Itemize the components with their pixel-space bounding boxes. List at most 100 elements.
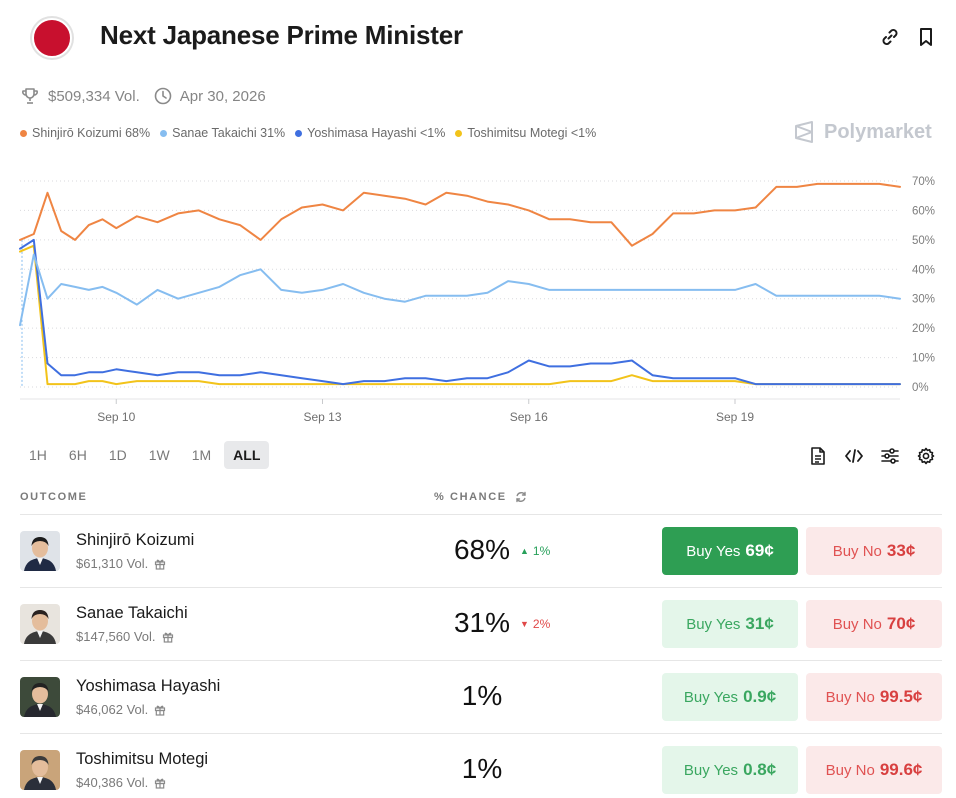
sliders-icon[interactable]	[880, 446, 900, 466]
buy-yes-button[interactable]: Buy Yes 0.9¢	[662, 673, 798, 721]
candidate-volume-text: $147,560 Vol.	[76, 629, 156, 644]
series-line-shinjir-koizumi[interactable]	[19, 182, 901, 247]
bookmark-icon[interactable]	[915, 26, 937, 48]
series-line-sanae-takaichi[interactable]	[19, 253, 901, 327]
candidate-volume-text: $46,062 Vol.	[76, 702, 149, 717]
x-tick-label: Sep 19	[716, 410, 754, 424]
buy-no-label: Buy No	[832, 542, 882, 560]
candidate-avatar	[20, 750, 60, 790]
volume-info: $509,334 Vol.	[20, 86, 140, 106]
y-tick-label: 20%	[912, 323, 935, 335]
x-tick-label: Sep 13	[303, 410, 341, 424]
legend-item[interactable]: Toshimitsu Motegi <1%	[455, 126, 596, 140]
y-tick-label: 40%	[912, 264, 935, 276]
chance-change-value: 1%	[532, 544, 551, 558]
outcome-row[interactable]: Shinjirō Koizumi $61,310 Vol. 68% ▲ 1% Buy Ye…	[20, 514, 942, 587]
range-button-1w[interactable]: 1W	[148, 447, 170, 463]
refresh-icon[interactable]	[515, 491, 527, 503]
divider	[20, 587, 942, 588]
candidate-volume: $46,062 Vol.	[76, 702, 166, 717]
buy-yes-label: Buy Yes	[686, 542, 741, 560]
legend-item[interactable]: Yoshimasa Hayashi <1%	[295, 126, 445, 140]
buy-yes-button[interactable]: Buy Yes 0.8¢	[662, 746, 798, 794]
chance-column-header: % CHANCE	[434, 491, 527, 503]
y-tick-label: 50%	[912, 235, 935, 247]
volume-text: $509,334 Vol.	[48, 87, 140, 105]
gift-icon[interactable]	[162, 631, 174, 643]
time-range-selector: 1H 6H 1D 1W 1M ALL	[20, 441, 273, 469]
end-date-text: Apr 30, 2026	[179, 87, 266, 105]
y-tick-label: 60%	[912, 205, 935, 217]
buy-no-button[interactable]: Buy No 99.5¢	[806, 673, 942, 721]
y-tick-label: 0%	[912, 382, 929, 394]
legend-item[interactable]: Sanae Takaichi 31%	[160, 126, 285, 140]
price-history-chart[interactable]: 70% 60% 50% 40% 30% 20% 10% 0% Sep 10 Sep 13 Sep 1…	[0, 165, 956, 430]
buy-yes-price: 69¢	[745, 541, 774, 560]
arrow-up-icon: ▲	[520, 546, 529, 556]
legend-label: Sanae Takaichi 31%	[172, 126, 286, 140]
buy-yes-label: Buy Yes	[683, 761, 739, 779]
range-button-1d[interactable]: 1D	[108, 447, 127, 463]
divider	[20, 733, 942, 734]
chance-value: 68%	[453, 534, 511, 565]
legend-item[interactable]: Shinjirō Koizumi 68%	[20, 126, 150, 140]
range-button-all[interactable]: ALL	[224, 441, 270, 469]
chance-value: 1%	[461, 753, 503, 784]
candidate-avatar	[20, 677, 60, 717]
settings-gear-icon[interactable]	[916, 446, 936, 466]
range-button-1h[interactable]: 1H	[29, 447, 47, 463]
buy-no-button[interactable]: Buy No 70¢	[806, 600, 942, 648]
chance-change: ▲ 1%	[520, 544, 550, 558]
flag-sun	[32, 18, 72, 58]
chance-change-value: 2%	[532, 617, 551, 631]
market-meta: $509,334 Vol. Apr 30, 2026	[20, 85, 280, 107]
candidate-name[interactable]: Yoshimasa Hayashi	[76, 677, 221, 695]
outcomes-table-header: OUTCOME % CHANCE	[20, 490, 942, 514]
series-line-toshimitsu-motegi[interactable]	[19, 244, 901, 386]
candidate-name[interactable]: Toshimitsu Motegi	[76, 750, 209, 768]
polymarket-logo: Polymarket	[792, 120, 932, 144]
gift-icon[interactable]	[154, 704, 166, 716]
chance-column-label: % CHANCE	[434, 491, 507, 503]
divider	[20, 514, 942, 515]
gift-icon[interactable]	[154, 558, 166, 570]
trophy-icon	[22, 88, 38, 104]
candidate-name[interactable]: Sanae Takaichi	[76, 604, 188, 622]
buy-yes-button[interactable]: Buy Yes 31¢	[662, 600, 798, 648]
legend-dot	[295, 129, 303, 137]
legend-dot	[455, 129, 463, 137]
candidate-volume: $61,310 Vol.	[76, 556, 166, 571]
series-line-yoshimasa-hayashi[interactable]	[19, 238, 901, 386]
document-icon[interactable]	[808, 446, 828, 466]
y-tick-label: 30%	[912, 294, 935, 306]
buy-no-label: Buy No	[825, 761, 875, 779]
legend-label: Yoshimasa Hayashi <1%	[307, 126, 446, 140]
buy-no-price: 33¢	[886, 541, 916, 560]
header: Next Japanese Prime Minister	[0, 0, 956, 78]
buy-yes-price: 0.8¢	[743, 760, 777, 779]
chance-value: 1%	[461, 680, 503, 711]
candidate-volume: $40,386 Vol.	[76, 775, 166, 790]
outcome-row[interactable]: Toshimitsu Motegi $40,386 Vol. 1% Buy Yes 0.…	[20, 733, 942, 798]
outcome-row[interactable]: Yoshimasa Hayashi $46,062 Vol. 1% Buy Yes 0.…	[20, 660, 942, 733]
buy-yes-price: 0.9¢	[743, 687, 777, 706]
buy-no-price: 99.6¢	[879, 760, 923, 779]
range-button-6h[interactable]: 6H	[68, 447, 87, 463]
range-button-1m[interactable]: 1M	[191, 447, 212, 463]
candidate-name[interactable]: Shinjirō Koizumi	[76, 531, 195, 549]
chance-value: 31%	[453, 607, 511, 638]
buy-yes-button[interactable]: Buy Yes 69¢	[662, 527, 798, 575]
embed-code-icon[interactable]	[844, 446, 864, 466]
buy-no-price: 99.5¢	[879, 687, 923, 706]
candidate-volume: $147,560 Vol.	[76, 629, 174, 644]
y-tick-label: 70%	[912, 176, 935, 188]
buy-no-button[interactable]: Buy No 99.6¢	[806, 746, 942, 794]
outcome-row[interactable]: Sanae Takaichi $147,560 Vol. 31% ▼ 2% Buy Yes…	[20, 587, 942, 660]
gift-icon[interactable]	[154, 777, 166, 789]
buy-no-button[interactable]: Buy No 33¢	[806, 527, 942, 575]
x-tick-label: Sep 16	[510, 410, 548, 424]
y-tick-label: 10%	[912, 353, 935, 365]
buy-no-label: Buy No	[825, 688, 875, 706]
candidate-avatar	[20, 531, 60, 571]
link-icon[interactable]	[879, 26, 901, 48]
